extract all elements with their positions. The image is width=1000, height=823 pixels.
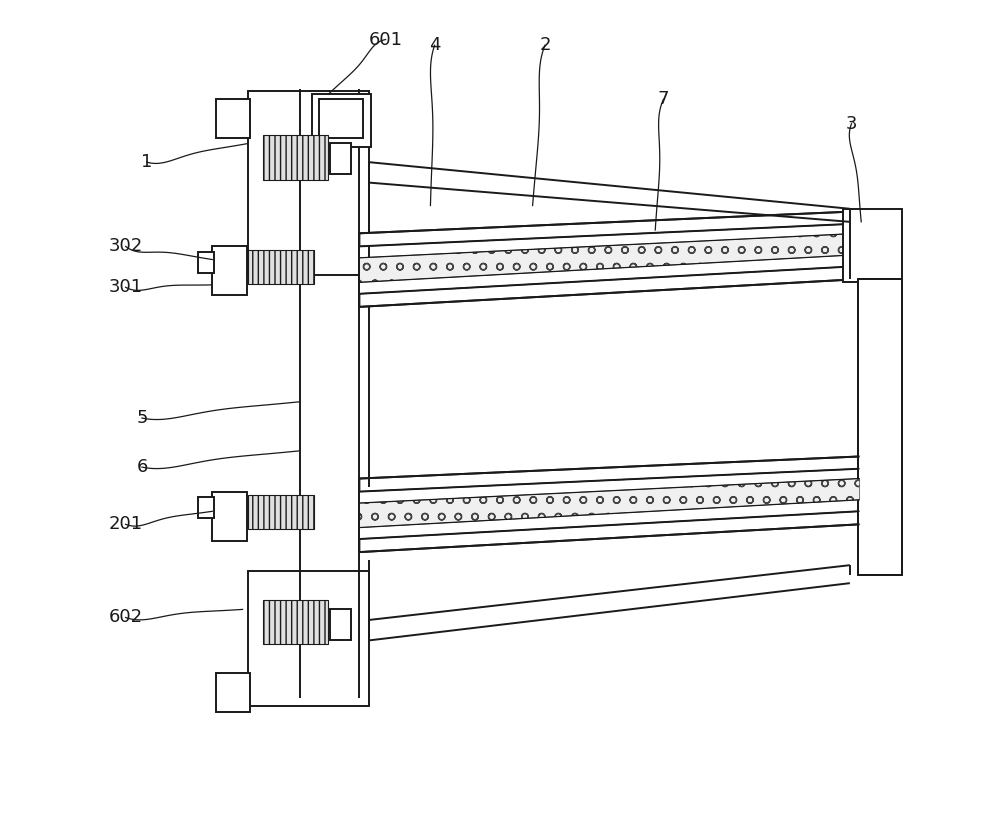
Text: 5: 5 bbox=[136, 409, 148, 427]
Bar bbox=[212, 246, 247, 295]
Bar bbox=[330, 143, 351, 174]
Bar bbox=[198, 252, 214, 272]
Bar bbox=[216, 100, 250, 138]
Bar bbox=[248, 249, 314, 284]
Text: 6: 6 bbox=[136, 458, 148, 476]
Text: 7: 7 bbox=[658, 91, 669, 109]
Text: 4: 4 bbox=[429, 36, 440, 54]
Bar bbox=[330, 609, 351, 640]
Bar bbox=[198, 497, 214, 518]
Polygon shape bbox=[359, 233, 860, 282]
Bar bbox=[248, 571, 369, 706]
Text: 301: 301 bbox=[109, 278, 143, 296]
Bar bbox=[216, 673, 250, 713]
Bar bbox=[263, 599, 328, 644]
Bar bbox=[248, 495, 314, 529]
Text: 601: 601 bbox=[369, 30, 403, 49]
Polygon shape bbox=[359, 212, 860, 246]
Text: 3: 3 bbox=[846, 114, 857, 133]
Bar bbox=[212, 491, 247, 541]
Polygon shape bbox=[359, 266, 860, 307]
Bar bbox=[263, 135, 328, 180]
Text: 2: 2 bbox=[539, 36, 551, 54]
Polygon shape bbox=[858, 279, 902, 575]
Bar bbox=[843, 209, 902, 282]
Text: 201: 201 bbox=[109, 515, 143, 533]
Bar bbox=[312, 95, 371, 147]
Text: 1: 1 bbox=[141, 153, 153, 171]
Bar bbox=[319, 100, 363, 138]
Polygon shape bbox=[359, 478, 860, 528]
Polygon shape bbox=[359, 457, 860, 491]
Polygon shape bbox=[359, 511, 860, 552]
Text: 302: 302 bbox=[108, 237, 143, 255]
Text: 602: 602 bbox=[109, 608, 143, 626]
Bar bbox=[248, 91, 369, 275]
